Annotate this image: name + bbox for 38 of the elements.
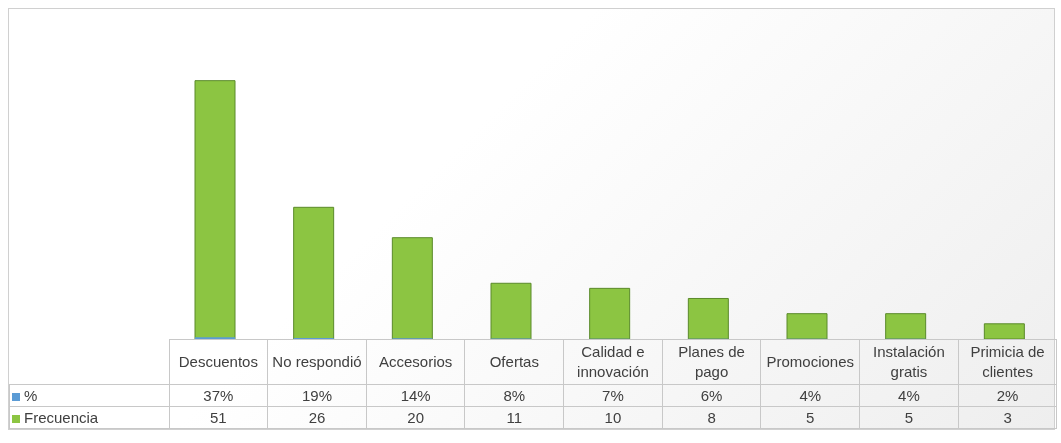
x-tick-label: Calidad e innovación: [563, 339, 663, 385]
data-label: 5: [760, 406, 860, 429]
x-tick-label: Accesorios: [366, 339, 465, 385]
bar: [490, 282, 532, 339]
x-tick-label: Planes de pago: [662, 339, 761, 385]
x-tick-label: Ofertas: [464, 339, 564, 385]
data-label: 19%: [267, 384, 367, 407]
data-label: 51: [169, 406, 268, 429]
bar: [589, 287, 631, 339]
data-label: 2%: [958, 384, 1057, 407]
data-label: 10: [563, 406, 663, 429]
data-label: 3: [958, 406, 1057, 429]
data-label: 4%: [760, 384, 860, 407]
bar: [293, 206, 335, 339]
legend-label: Frecuencia: [9, 406, 169, 429]
x-tick-label: Primicia de clientes: [958, 339, 1057, 385]
bar: [194, 80, 236, 339]
data-label: 20: [366, 406, 465, 429]
bar: [983, 323, 1025, 339]
data-label: 14%: [366, 384, 465, 407]
x-tick-label: No respondió: [267, 339, 367, 385]
bar: [687, 297, 729, 339]
bar: [786, 313, 828, 339]
data-label: 8%: [464, 384, 564, 407]
bar: [391, 237, 433, 339]
x-tick-label: Instalación gratis: [859, 339, 959, 385]
x-tick-label: Descuentos: [169, 339, 268, 385]
data-label: 11: [464, 406, 564, 429]
data-label: 8: [662, 406, 761, 429]
data-label: 7%: [563, 384, 663, 407]
x-tick-label: Promociones: [760, 339, 860, 385]
data-label: 26: [267, 406, 367, 429]
data-label: 5: [859, 406, 959, 429]
data-label: 4%: [859, 384, 959, 407]
bar: [885, 313, 927, 339]
data-label: 6%: [662, 384, 761, 407]
data-label: 37%: [169, 384, 268, 407]
legend-label: %: [9, 384, 169, 407]
